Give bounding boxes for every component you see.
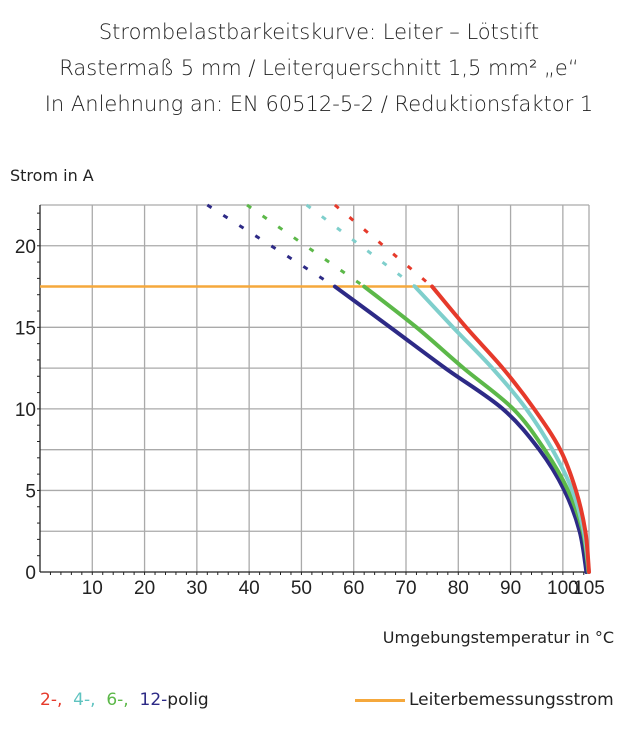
legend-item-6: 6-, — [106, 690, 129, 710]
series-extrapolation-4 — [305, 203, 416, 288]
legend-item-4: 4-, — [73, 690, 96, 710]
x-axis-label: Umgebungstemperatur in °C — [382, 628, 614, 647]
x-tick-label: 70 — [395, 578, 416, 599]
y-tick-label: 20 — [15, 237, 36, 258]
x-tick-label: 50 — [291, 578, 312, 599]
x-tick-label: 30 — [186, 578, 207, 599]
series-line-6 — [362, 284, 591, 574]
chart-title-line-2: Rastermaß 5 mm / Leiterquerschnitt 1,5 m… — [59, 56, 579, 80]
y-tick-label: 5 — [25, 481, 36, 502]
y-axis-label: Strom in A — [10, 166, 94, 185]
x-tick-label: 80 — [448, 578, 469, 599]
legend-orange-line — [355, 698, 405, 702]
chart-title-line-3: In Anlehnung an: EN 60512-5-2 / Reduktio… — [44, 92, 594, 116]
x-tick-label: 40 — [239, 578, 260, 599]
x-tick-label: 10 — [82, 578, 103, 599]
x-tick-label: 105 — [573, 578, 605, 599]
legend-series: 2-, 4-, 6-, 12-polig — [40, 690, 209, 710]
legend-item-12: 12- — [139, 690, 168, 710]
y-tick-label: 15 — [15, 318, 36, 339]
series-line-2 — [430, 284, 591, 574]
legend-rated-current: Leiterbemessungsstrom — [355, 690, 614, 710]
y-tick-label: 0 — [25, 563, 36, 584]
legend-suffix: polig — [167, 690, 209, 710]
chart-title-line-1: Strombelastbarkeitskurve: Leiter – Lötst… — [98, 20, 540, 44]
legend-item-2: 2-, — [40, 690, 63, 710]
series-line-12 — [332, 284, 589, 574]
x-tick-label: 20 — [134, 578, 155, 599]
legend-rated-current-label: Leiterbemessungsstrom — [409, 690, 614, 710]
series-extrapolation-6 — [246, 203, 366, 288]
x-tick-label: 90 — [500, 578, 521, 599]
x-tick-label: 100 — [547, 578, 579, 599]
y-tick-label: 10 — [15, 400, 36, 421]
series-extrapolation-2 — [333, 203, 434, 288]
x-tick-label: 60 — [343, 578, 364, 599]
